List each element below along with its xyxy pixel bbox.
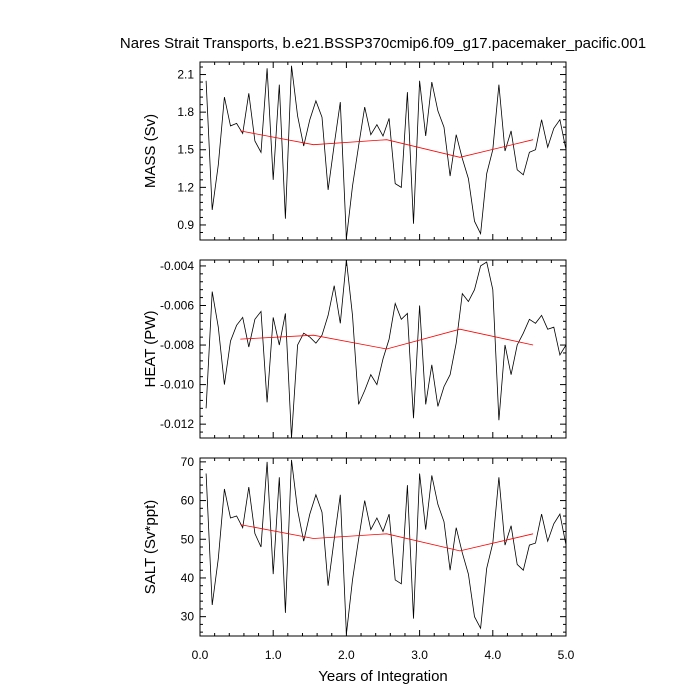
chart-title: Nares Strait Transports, b.e21.BSSP370cm… bbox=[120, 35, 646, 52]
x-tick-label: 2.0 bbox=[338, 648, 355, 662]
x-tick-label: 1.0 bbox=[265, 648, 282, 662]
x-tick-label: 0.0 bbox=[192, 648, 209, 662]
y-tick-label: 40 bbox=[181, 571, 195, 585]
y-tick-label: 0.9 bbox=[177, 218, 194, 232]
annual-mean-line bbox=[240, 328, 534, 350]
y-tick-label: 1.5 bbox=[177, 143, 194, 157]
annual-mean-line bbox=[240, 524, 534, 552]
panel-2: -0.012 -0.010 -0.008 -0.006 -0.004 HEAT (PW) bbox=[142, 259, 567, 439]
y-tick-label: 30 bbox=[181, 610, 195, 624]
x-tick-label: 3.0 bbox=[411, 648, 428, 662]
monthly-series-line bbox=[205, 65, 567, 239]
plot-frame bbox=[199, 457, 567, 637]
x-tick-label: 5.0 bbox=[558, 648, 575, 662]
y-tick-label: 1.2 bbox=[177, 180, 194, 194]
y-axis-label: SALT (Sv*ppt) bbox=[142, 500, 159, 594]
panel-3: 30 40 50 60 70 SALT (Sv*ppt) bbox=[142, 455, 567, 637]
y-tick-label: 2.1 bbox=[177, 68, 194, 82]
y-tick-label: 50 bbox=[181, 532, 195, 546]
y-tick-label: 60 bbox=[181, 494, 195, 508]
y-tick-label: 1.8 bbox=[177, 105, 194, 119]
y-tick-label: -0.008 bbox=[160, 338, 194, 352]
y-tick-label: -0.004 bbox=[160, 259, 194, 273]
monthly-series-line bbox=[205, 459, 567, 635]
y-tick-label: -0.006 bbox=[160, 298, 194, 312]
plot-frame bbox=[199, 259, 567, 439]
y-tick-label: -0.012 bbox=[160, 417, 194, 431]
y-tick-label: -0.010 bbox=[160, 378, 194, 392]
plot-frame bbox=[199, 61, 567, 241]
annual-mean-line bbox=[240, 130, 534, 158]
x-tick-label: 4.0 bbox=[484, 648, 501, 662]
x-axis-label: Years of Integration bbox=[318, 668, 448, 685]
panel-1: 0.9 1.2 1.5 1.8 2.1 MASS (Sv) bbox=[142, 61, 567, 241]
y-axis-label: MASS (Sv) bbox=[142, 114, 159, 188]
y-tick-label: 70 bbox=[181, 455, 195, 469]
y-axis-label: HEAT (PW) bbox=[142, 311, 159, 388]
